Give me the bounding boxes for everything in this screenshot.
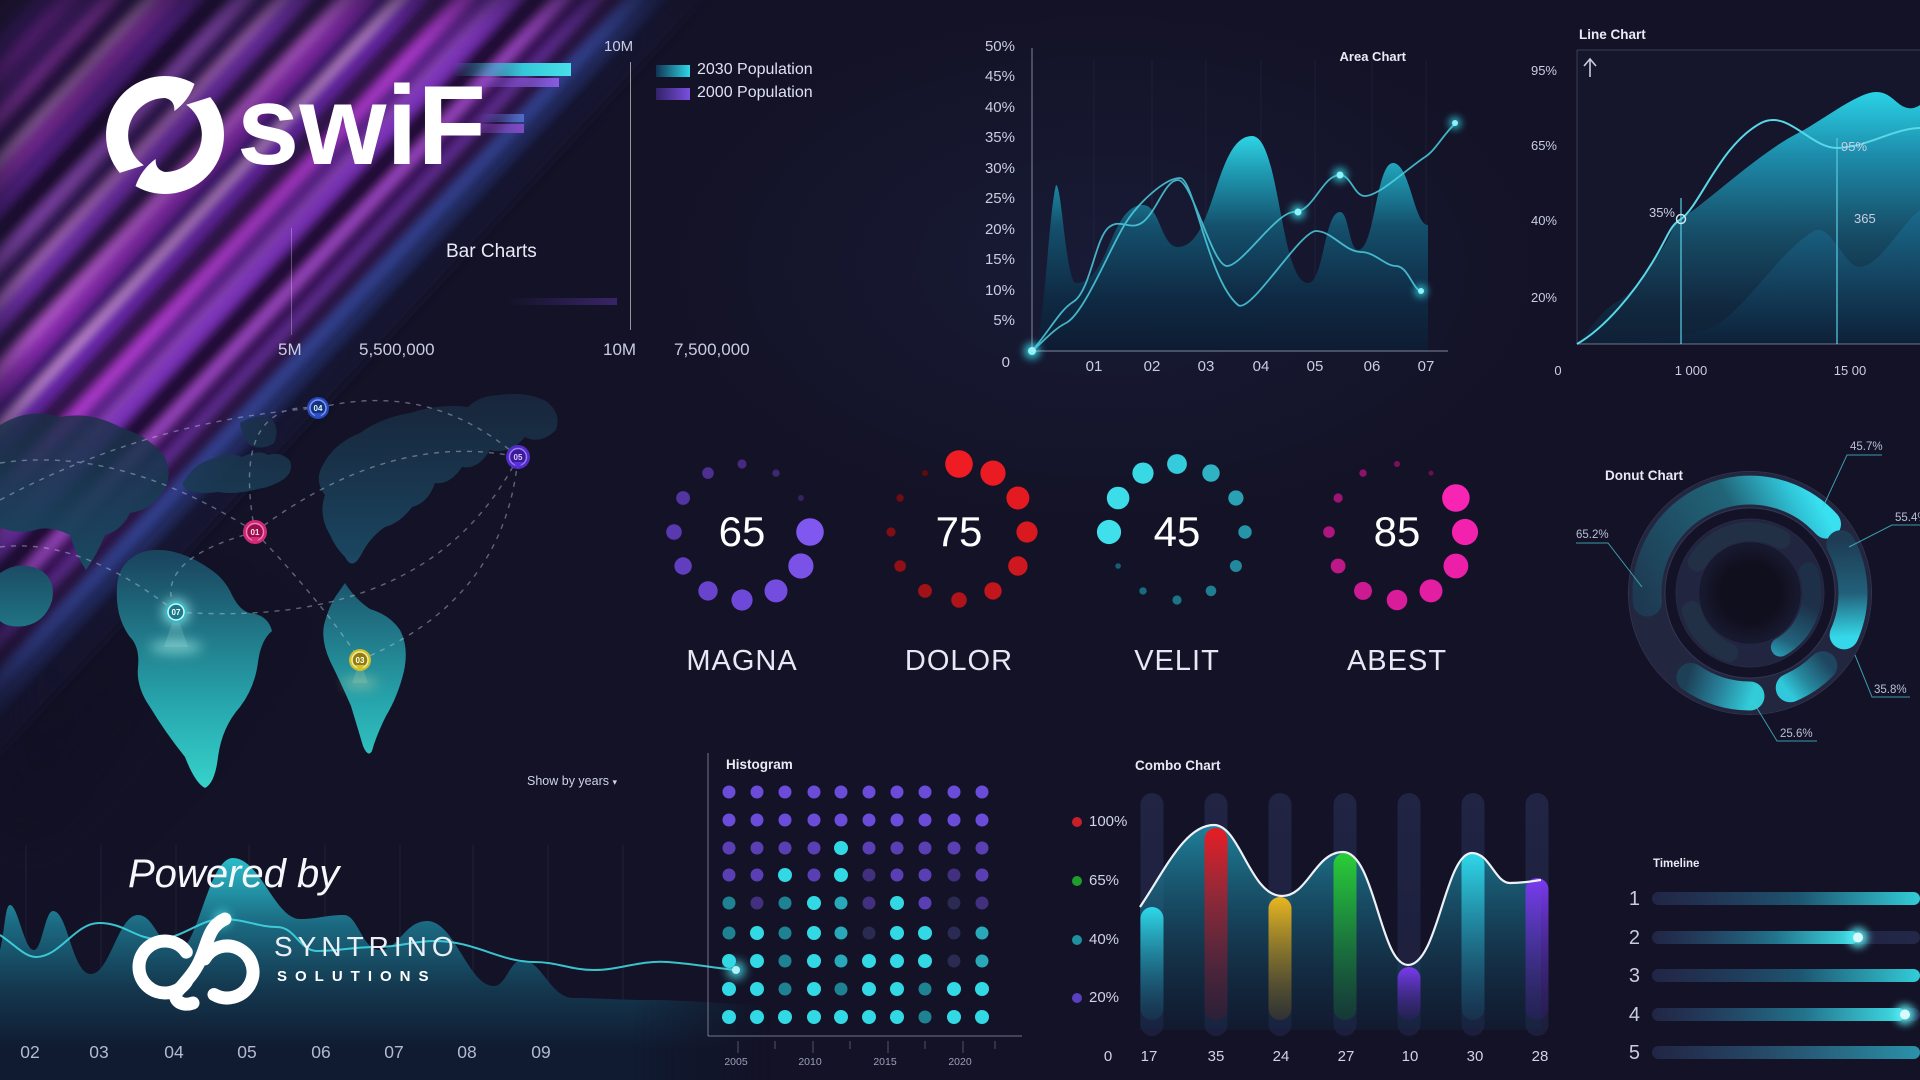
svg-text:20%: 20% xyxy=(985,221,1015,238)
svg-text:25%: 25% xyxy=(985,190,1015,207)
svg-text:07: 07 xyxy=(172,608,181,617)
svg-text:07: 07 xyxy=(384,1042,403,1062)
svg-text:40%: 40% xyxy=(985,99,1015,116)
svg-text:2: 2 xyxy=(1629,927,1640,949)
svg-text:65.2%: 65.2% xyxy=(1576,529,1609,541)
svg-text:15%: 15% xyxy=(985,251,1015,268)
svg-text:03: 03 xyxy=(89,1042,108,1062)
svg-text:03: 03 xyxy=(1198,358,1215,375)
svg-text:04: 04 xyxy=(164,1042,184,1062)
svg-text:35%: 35% xyxy=(1649,205,1675,220)
svg-text:02: 02 xyxy=(1144,358,1161,375)
svg-text:06: 06 xyxy=(1364,358,1381,375)
svg-text:05: 05 xyxy=(1307,358,1324,375)
svg-text:01: 01 xyxy=(1086,358,1103,375)
svg-text:5%: 5% xyxy=(993,312,1015,329)
svg-text:10%: 10% xyxy=(985,282,1015,299)
svg-text:4: 4 xyxy=(1629,1004,1640,1026)
svg-text:Histogram: Histogram xyxy=(726,757,793,772)
svg-text:45.7%: 45.7% xyxy=(1850,441,1883,453)
svg-text:04: 04 xyxy=(1253,358,1270,375)
svg-text:3: 3 xyxy=(1629,965,1640,987)
svg-text:20%: 20% xyxy=(1531,290,1557,305)
svg-text:DOLOR: DOLOR xyxy=(905,645,1013,677)
svg-text:MAGNA: MAGNA xyxy=(686,645,797,677)
svg-text:35.8%: 35.8% xyxy=(1874,684,1907,696)
svg-text:01: 01 xyxy=(251,528,260,537)
svg-text:30%: 30% xyxy=(985,160,1015,177)
svg-text:85: 85 xyxy=(1374,508,1421,555)
svg-text:07: 07 xyxy=(1418,358,1435,375)
svg-text:2015: 2015 xyxy=(873,1056,897,1068)
svg-text:Line Chart: Line Chart xyxy=(1579,27,1646,42)
svg-text:65%: 65% xyxy=(1531,138,1557,153)
svg-text:02: 02 xyxy=(20,1042,39,1062)
svg-text:25.6%: 25.6% xyxy=(1780,728,1813,740)
svg-text:2005: 2005 xyxy=(724,1056,748,1068)
svg-text:35%: 35% xyxy=(985,129,1015,146)
svg-text:2020: 2020 xyxy=(948,1056,972,1068)
svg-text:95%: 95% xyxy=(1531,63,1557,78)
svg-text:5: 5 xyxy=(1629,1042,1640,1064)
svg-text:04: 04 xyxy=(314,404,323,413)
svg-text:27: 27 xyxy=(1338,1048,1355,1065)
svg-text:24: 24 xyxy=(1273,1048,1290,1065)
svg-text:Area Chart: Area Chart xyxy=(1340,49,1407,64)
svg-text:08: 08 xyxy=(457,1042,476,1062)
svg-text:03: 03 xyxy=(356,656,365,665)
svg-text:ABEST: ABEST xyxy=(1347,645,1447,677)
svg-text:06: 06 xyxy=(311,1042,330,1062)
svg-text:0: 0 xyxy=(1104,1048,1112,1065)
svg-text:45%: 45% xyxy=(985,68,1015,85)
svg-text:09: 09 xyxy=(531,1042,550,1062)
svg-text:65: 65 xyxy=(719,508,766,555)
svg-text:0: 0 xyxy=(1002,354,1010,371)
svg-text:40%: 40% xyxy=(1531,213,1557,228)
svg-text:2010: 2010 xyxy=(798,1056,822,1068)
svg-text:05: 05 xyxy=(514,453,523,462)
svg-text:95%: 95% xyxy=(1841,139,1867,154)
svg-text:1 000: 1 000 xyxy=(1675,363,1708,378)
svg-text:45: 45 xyxy=(1154,508,1201,555)
svg-text:0: 0 xyxy=(1554,363,1561,378)
svg-text:1: 1 xyxy=(1629,888,1640,910)
svg-text:35: 35 xyxy=(1208,1048,1225,1065)
svg-text:365: 365 xyxy=(1854,211,1876,226)
svg-text:55.4%: 55.4% xyxy=(1895,512,1920,524)
svg-text:30: 30 xyxy=(1467,1048,1484,1065)
svg-text:10: 10 xyxy=(1402,1048,1419,1065)
svg-text:75: 75 xyxy=(936,508,983,555)
svg-text:15 00: 15 00 xyxy=(1834,363,1867,378)
svg-text:28: 28 xyxy=(1532,1048,1549,1065)
svg-text:Combo Chart: Combo Chart xyxy=(1135,758,1221,773)
svg-text:05: 05 xyxy=(237,1042,256,1062)
svg-text:17: 17 xyxy=(1141,1048,1158,1065)
svg-text:Donut Chart: Donut Chart xyxy=(1605,468,1683,483)
svg-text:50%: 50% xyxy=(985,38,1015,55)
svg-text:VELIT: VELIT xyxy=(1134,645,1220,677)
